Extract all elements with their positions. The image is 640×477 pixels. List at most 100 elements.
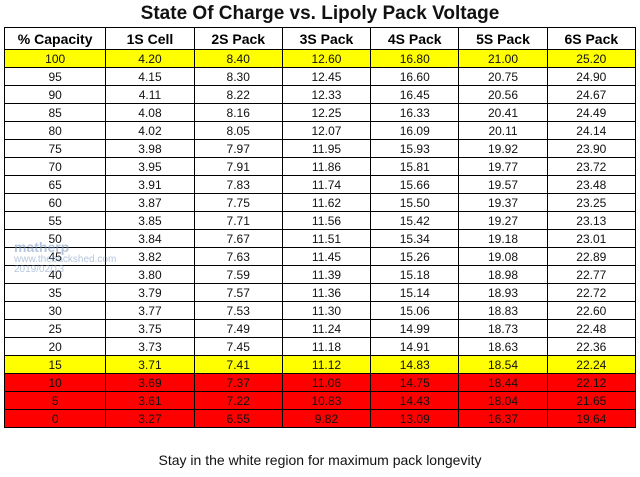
cell-1s: 3.91 <box>105 175 195 194</box>
table-title: State Of Charge vs. Lipoly Pack Voltage <box>140 3 500 24</box>
cell-6s: 23.13 <box>546 211 637 230</box>
cell-6s: 23.48 <box>546 175 637 194</box>
cell-3s: 12.45 <box>281 67 372 86</box>
cell-4s: 16.33 <box>370 103 460 122</box>
cell-4s: 14.83 <box>370 355 460 374</box>
cell-capacity: 25 <box>3 319 107 338</box>
cell-2s: 7.22 <box>193 391 283 410</box>
cell-2s: 7.75 <box>193 193 283 212</box>
cell-capacity: 35 <box>3 283 107 302</box>
cell-capacity: 65 <box>3 175 107 194</box>
cell-5s: 19.77 <box>458 157 548 176</box>
cell-4s: 16.80 <box>370 49 460 68</box>
cell-capacity: 50 <box>3 229 107 248</box>
cell-4s: 15.14 <box>370 283 460 302</box>
cell-5s: 16.37 <box>458 409 548 428</box>
cell-6s: 22.89 <box>546 247 637 266</box>
table-row: 75 3.98 7.97 11.95 15.93 19.92 23.90 <box>3 139 637 158</box>
cell-6s: 23.72 <box>546 157 637 176</box>
cell-4s: 16.09 <box>370 121 460 140</box>
cell-capacity: 10 <box>3 373 107 392</box>
cell-2s: 7.41 <box>193 355 283 374</box>
table-row: 85 4.08 8.16 12.25 16.33 20.41 24.49 <box>3 103 637 122</box>
cell-6s: 22.60 <box>546 301 637 320</box>
footer-note: Stay in the white region for maximum pac… <box>158 452 482 468</box>
cell-5s: 18.63 <box>458 337 548 356</box>
cell-1s: 3.82 <box>105 247 195 266</box>
table-row: 90 4.11 8.22 12.33 16.45 20.56 24.67 <box>3 85 637 104</box>
cell-3s: 11.24 <box>281 319 372 338</box>
cell-3s: 11.95 <box>281 139 372 158</box>
cell-capacity: 40 <box>3 265 107 284</box>
cell-4s: 14.99 <box>370 319 460 338</box>
cell-5s: 21.00 <box>458 49 548 68</box>
cell-1s: 3.85 <box>105 211 195 230</box>
cell-5s: 19.27 <box>458 211 548 230</box>
table-row: 25 3.75 7.49 11.24 14.99 18.73 22.48 <box>3 319 637 338</box>
cell-1s: 3.95 <box>105 157 195 176</box>
cell-capacity: 100 <box>3 49 107 68</box>
header-6s: 6S Pack <box>546 27 637 50</box>
cell-3s: 11.51 <box>281 229 372 248</box>
table-row: 0 3.27 6.55 9.82 13.09 16.37 19.64 <box>3 409 637 428</box>
cell-2s: 7.97 <box>193 139 283 158</box>
cell-3s: 11.56 <box>281 211 372 230</box>
cell-capacity: 90 <box>3 85 107 104</box>
cell-6s: 22.36 <box>546 337 637 356</box>
cell-1s: 3.69 <box>105 373 195 392</box>
cell-1s: 3.71 <box>105 355 195 374</box>
cell-3s: 12.33 <box>281 85 372 104</box>
cell-4s: 15.18 <box>370 265 460 284</box>
cell-6s: 23.01 <box>546 229 637 248</box>
cell-2s: 7.67 <box>193 229 283 248</box>
cell-4s: 15.66 <box>370 175 460 194</box>
cell-2s: 7.49 <box>193 319 283 338</box>
table-row: 80 4.02 8.05 12.07 16.09 20.11 24.14 <box>3 121 637 140</box>
cell-6s: 25.20 <box>546 49 637 68</box>
cell-1s: 4.02 <box>105 121 195 140</box>
cell-4s: 16.45 <box>370 85 460 104</box>
header-4s: 4S Pack <box>370 27 460 50</box>
cell-6s: 24.49 <box>546 103 637 122</box>
cell-2s: 7.59 <box>193 265 283 284</box>
cell-3s: 11.18 <box>281 337 372 356</box>
table-row: 15 3.71 7.41 11.12 14.83 18.54 22.24 <box>3 355 637 374</box>
cell-3s: 12.25 <box>281 103 372 122</box>
cell-4s: 15.06 <box>370 301 460 320</box>
cell-3s: 11.45 <box>281 247 372 266</box>
cell-3s: 11.36 <box>281 283 372 302</box>
cell-2s: 6.55 <box>193 409 283 428</box>
cell-capacity: 95 <box>3 67 107 86</box>
cell-1s: 3.27 <box>105 409 195 428</box>
cell-3s: 11.39 <box>281 265 372 284</box>
table-row: 30 3.77 7.53 11.30 15.06 18.83 22.60 <box>3 301 637 320</box>
cell-5s: 20.56 <box>458 85 548 104</box>
table-row: 40 3.80 7.59 11.39 15.18 18.98 22.77 <box>3 265 637 284</box>
cell-4s: 15.42 <box>370 211 460 230</box>
cell-5s: 20.75 <box>458 67 548 86</box>
cell-6s: 22.77 <box>546 265 637 284</box>
cell-capacity: 80 <box>3 121 107 140</box>
header-row: % Capacity 1S Cell 2S Pack 3S Pack 4S Pa… <box>3 27 637 50</box>
cell-5s: 18.04 <box>458 391 548 410</box>
cell-5s: 19.92 <box>458 139 548 158</box>
cell-5s: 20.11 <box>458 121 548 140</box>
cell-5s: 18.83 <box>458 301 548 320</box>
cell-1s: 3.79 <box>105 283 195 302</box>
cell-2s: 7.63 <box>193 247 283 266</box>
cell-1s: 4.08 <box>105 103 195 122</box>
cell-1s: 3.87 <box>105 193 195 212</box>
cell-6s: 19.64 <box>546 409 637 428</box>
cell-1s: 3.80 <box>105 265 195 284</box>
cell-6s: 22.24 <box>546 355 637 374</box>
cell-1s: 3.84 <box>105 229 195 248</box>
cell-4s: 16.60 <box>370 67 460 86</box>
cell-capacity: 45 <box>3 247 107 266</box>
cell-1s: 3.77 <box>105 301 195 320</box>
cell-2s: 7.53 <box>193 301 283 320</box>
cell-3s: 11.62 <box>281 193 372 212</box>
cell-2s: 7.71 <box>193 211 283 230</box>
cell-capacity: 15 <box>3 355 107 374</box>
cell-6s: 24.14 <box>546 121 637 140</box>
cell-4s: 14.43 <box>370 391 460 410</box>
